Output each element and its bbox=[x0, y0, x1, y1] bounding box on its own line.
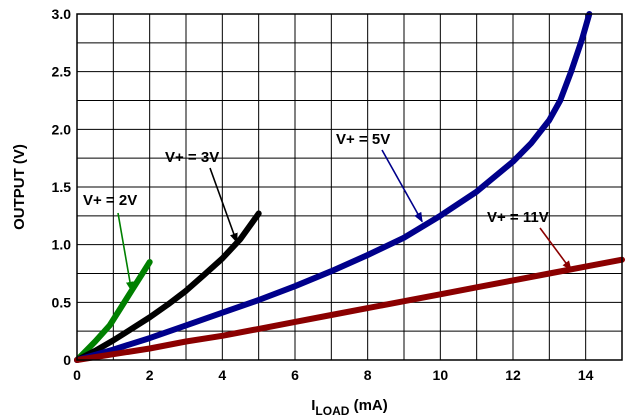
y-tick-label: 0 bbox=[63, 352, 71, 368]
x-tick-label: 8 bbox=[364, 367, 372, 383]
series-line-1 bbox=[74, 259, 153, 363]
y-tick-label: 1.5 bbox=[52, 179, 72, 195]
x-axis-title-main: I bbox=[311, 397, 315, 414]
series-line-4 bbox=[74, 256, 625, 363]
series-layer bbox=[74, 11, 625, 363]
annotation-label: V+ = 2V bbox=[83, 192, 137, 209]
x-tick-label: 14 bbox=[578, 367, 594, 383]
annotation-label: V+ = 11V bbox=[487, 209, 549, 226]
x-tick-label: 6 bbox=[291, 367, 299, 383]
annotation-arrow bbox=[209, 167, 238, 244]
x-axis-title: ILOAD (mA) bbox=[311, 397, 388, 418]
x-axis-title-sub: LOAD bbox=[315, 404, 349, 418]
annotation-arrow bbox=[381, 149, 423, 223]
y-axis-title: OUTPUT (V) bbox=[11, 144, 28, 230]
y-tick-label: 0.5 bbox=[52, 294, 72, 310]
annotation-arrow bbox=[117, 212, 134, 292]
tick-labels: 0 2 4 6 8 10 12 14 0 0.5 1.0 1.5 2.0 2.5 3.0 bbox=[52, 6, 594, 383]
series-line-3 bbox=[74, 11, 593, 363]
y-tick-label: 3.0 bbox=[52, 6, 72, 22]
annotation-label: V+ = 5V bbox=[336, 131, 390, 148]
y-tick-label: 2.5 bbox=[52, 64, 72, 80]
annotations: V+ = 2V V+ = 3V V+ = 5V V+ = 11V bbox=[83, 131, 572, 292]
x-tick-label: 2 bbox=[146, 367, 154, 383]
grid bbox=[77, 14, 622, 360]
plot-frame bbox=[76, 13, 623, 361]
y-tick-label: 2.0 bbox=[52, 121, 72, 137]
annotation-label: V+ = 3V bbox=[165, 149, 219, 166]
x-tick-label: 10 bbox=[433, 367, 449, 383]
x-tick-label: 4 bbox=[218, 367, 226, 383]
y-tick-label: 1.0 bbox=[52, 237, 72, 253]
series-line-2 bbox=[74, 210, 262, 363]
annotation-arrow bbox=[539, 227, 572, 271]
x-tick-label: 12 bbox=[505, 367, 521, 383]
x-tick-label: 0 bbox=[73, 367, 81, 383]
x-axis-title-unit: (mA) bbox=[349, 397, 387, 414]
